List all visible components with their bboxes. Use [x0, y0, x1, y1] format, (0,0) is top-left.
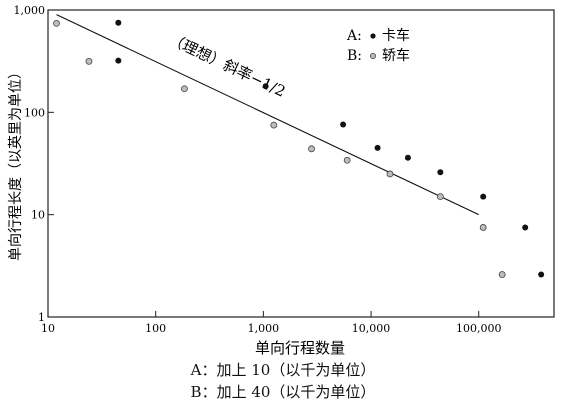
truck-point — [538, 272, 544, 278]
truck-point — [405, 155, 411, 161]
y-tick-label: 10 — [31, 209, 45, 222]
legend-prefix: B: — [347, 48, 362, 64]
x-tick-label: 10,000 — [352, 322, 391, 335]
truck-point — [340, 122, 346, 128]
car-point — [271, 122, 277, 128]
legend-label: 卡车 — [382, 27, 410, 44]
car-point — [480, 224, 486, 230]
legend: A: 卡车 B: 轿车 — [346, 27, 410, 64]
legend-marker — [370, 53, 375, 58]
car-point — [387, 171, 393, 177]
y-tick-label: 100 — [24, 106, 45, 119]
car-point — [309, 146, 315, 152]
x-tick-label: 100 — [145, 322, 166, 335]
car-point — [54, 20, 60, 26]
plot-frame — [48, 10, 554, 317]
y-tick-label: 1,000 — [14, 4, 46, 17]
y-tick-label: 1 — [38, 311, 45, 324]
car-point — [437, 194, 443, 200]
caption-a: A：加上 10（以千为单位） — [0, 361, 566, 379]
x-axis: 10 100 1,000 10,000 100,000 — [41, 311, 501, 335]
truck-point — [115, 20, 121, 26]
truck-point — [437, 169, 443, 175]
truck-point — [115, 58, 121, 64]
ideal-slope-line — [57, 15, 479, 215]
caption-b: B：加上 40（以千为单位） — [0, 383, 566, 401]
legend-label: 轿车 — [382, 47, 410, 64]
truck-point — [375, 145, 381, 151]
car-point — [499, 272, 505, 278]
legend-prefix: A: — [346, 28, 362, 44]
ideal-line-group: （理想）斜率−1/2 — [57, 15, 479, 215]
truck-point — [522, 224, 528, 230]
data-points — [54, 20, 545, 278]
truck-point — [263, 83, 269, 89]
x-tick-label: 1,000 — [248, 322, 280, 335]
truck-point — [480, 194, 486, 200]
car-point — [344, 157, 350, 163]
legend-marker — [370, 33, 375, 38]
y-axis-label: 单向行程长度（以英里为单位） — [7, 65, 24, 261]
car-point — [86, 58, 92, 64]
car-point — [181, 86, 187, 92]
x-axis-label: 单向行程数量 — [255, 339, 345, 357]
x-tick-label: 100,000 — [456, 322, 502, 335]
